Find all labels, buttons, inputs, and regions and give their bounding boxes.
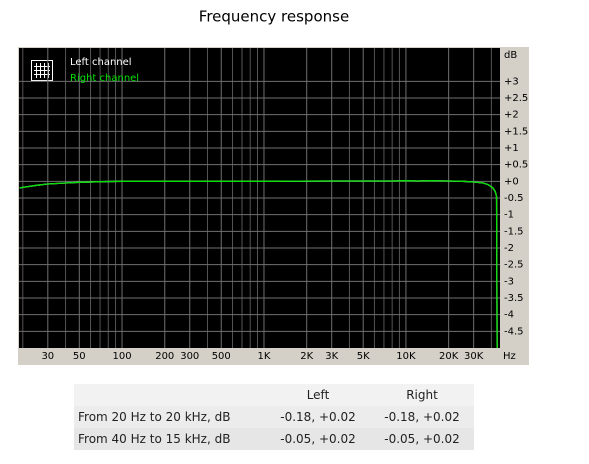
x-tick-label: 20K xyxy=(439,351,459,362)
y-tick-label: +2.5 xyxy=(504,93,528,104)
y-tick-label: -4.5 xyxy=(504,326,524,337)
table-cell: -0.18, +0.02 xyxy=(384,410,460,424)
legend-icon xyxy=(31,60,53,81)
table-cell: -0.18, +0.02 xyxy=(280,410,356,424)
table-header-cell: Left xyxy=(306,388,330,402)
chart: Frequency response dB Hz 30 50 100 200 300 50… xyxy=(18,8,529,365)
x-tick-label: 30K xyxy=(464,351,484,362)
table-header-cell: Right xyxy=(406,388,438,402)
table-cell: -0.05, +0.02 xyxy=(384,432,460,446)
y-tick-label: +1 xyxy=(504,143,519,154)
table-row: From 40 Hz to 15 kHz, dB -0.05, +0.02 -0.0… xyxy=(74,428,474,450)
x-tick-label: 10K xyxy=(396,351,416,362)
y-tick-label: -3.5 xyxy=(504,293,524,304)
x-tick-label: 500 xyxy=(212,351,231,362)
y-tick-label: -4 xyxy=(504,310,514,321)
row-label: From 20 Hz to 20 kHz, dB xyxy=(78,410,231,424)
x-tick-label: 200 xyxy=(155,351,174,362)
y-tick-label: +0 xyxy=(504,176,519,187)
x-tick-label: 2K xyxy=(300,351,313,362)
y-tick-label: +2 xyxy=(504,110,519,121)
y-tick-label: +0.5 xyxy=(504,160,528,171)
y-tick-label: +3 xyxy=(504,76,519,87)
x-tick-label: 30 xyxy=(41,351,54,362)
table-row: From 20 Hz to 20 kHz, dB -0.18, +0.02 -0.1… xyxy=(74,406,474,428)
table-corner xyxy=(74,384,266,406)
legend-label: Left channel xyxy=(70,57,132,68)
y-tick-label: -1.5 xyxy=(504,226,524,237)
y-tick-label: -3 xyxy=(504,276,514,287)
chart-title: Frequency response xyxy=(199,8,349,26)
x-tick-label: 3K xyxy=(325,351,338,362)
y-axis-label: dB xyxy=(504,50,517,61)
x-tick-label: 5K xyxy=(357,351,370,362)
y-tick-label: -0.5 xyxy=(504,193,524,204)
x-tick-label: 100 xyxy=(112,351,131,362)
y-tick-label: -2.5 xyxy=(504,260,524,271)
x-tick-label: 300 xyxy=(180,351,199,362)
x-tick-label: 50 xyxy=(73,351,86,362)
y-tick-label: -1 xyxy=(504,210,514,221)
x-axis-label: Hz xyxy=(503,351,516,362)
table-header: Left Right xyxy=(74,384,474,406)
x-tick-label: 1K xyxy=(258,351,271,362)
row-label: From 40 Hz to 15 kHz, dB xyxy=(78,432,231,446)
series-group xyxy=(19,180,498,348)
table-cell: -0.05, +0.02 xyxy=(280,432,356,446)
legend-label: Right channel xyxy=(70,73,139,84)
results-table: Left Right From 20 Hz to 20 kHz, dB -0.18,… xyxy=(74,384,474,450)
y-tick-label: -2 xyxy=(504,243,514,254)
series-line xyxy=(19,180,498,348)
y-tick-label: +1.5 xyxy=(504,126,528,137)
